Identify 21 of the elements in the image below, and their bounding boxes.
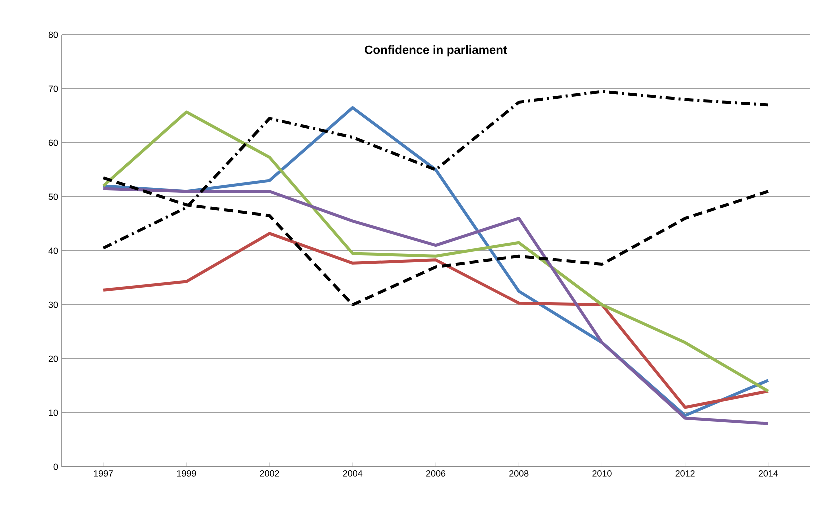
y-tick-label: 30 xyxy=(48,302,58,308)
y-tick-label: 80 xyxy=(48,32,58,38)
x-tick-label: 2010 xyxy=(592,470,612,477)
line-series xyxy=(102,187,770,426)
x-tick-label: 1997 xyxy=(94,470,114,477)
x-tick-label: 2014 xyxy=(758,470,778,477)
x-tick-label: 2006 xyxy=(426,470,446,477)
y-tick-label: 60 xyxy=(48,140,58,146)
y-tick-label: 0 xyxy=(54,464,58,470)
x-tick-label: 2002 xyxy=(260,470,280,477)
y-tick-label: 40 xyxy=(48,248,58,254)
x-tick-label: 2012 xyxy=(676,470,695,477)
x-tick-label: 2004 xyxy=(343,470,363,477)
y-tick-label: 20 xyxy=(48,356,58,362)
y-tick-label: 10 xyxy=(49,410,58,416)
y-tick-label: 70 xyxy=(48,86,58,92)
text: Confidence in parliament xyxy=(365,46,508,57)
x-tick-label: 2008 xyxy=(510,470,529,477)
x-tick-label: 1999 xyxy=(177,470,196,477)
y-tick-label: 50 xyxy=(48,194,58,200)
line-series xyxy=(102,232,770,410)
